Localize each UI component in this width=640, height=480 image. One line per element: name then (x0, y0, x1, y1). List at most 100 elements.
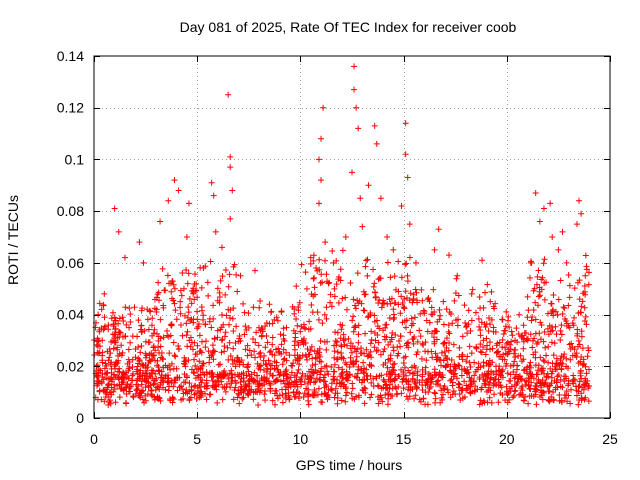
data-point (533, 401, 540, 408)
data-point (380, 348, 387, 355)
data-point (151, 396, 158, 403)
data-point (331, 376, 338, 383)
data-point (361, 384, 368, 391)
x-tick-label: 5 (193, 431, 201, 447)
data-point (226, 370, 233, 377)
data-point (276, 372, 283, 379)
data-point (314, 267, 321, 274)
data-point (267, 370, 274, 377)
data-point (499, 316, 506, 323)
data-point (282, 368, 289, 375)
data-point (482, 289, 489, 296)
data-point (174, 387, 181, 394)
data-point (544, 310, 551, 317)
data-point (388, 295, 395, 302)
data-point (318, 177, 325, 184)
data-point (298, 337, 305, 344)
data-point (114, 344, 121, 351)
data-point (194, 342, 201, 349)
data-point (585, 281, 592, 288)
data-point (292, 334, 299, 341)
data-point (429, 374, 436, 381)
data-point (539, 388, 546, 395)
data-point (540, 205, 547, 212)
data-point (283, 349, 290, 356)
data-point (494, 349, 501, 356)
data-point (390, 361, 397, 368)
data-point (265, 357, 272, 364)
data-point (252, 339, 259, 346)
data-point (99, 352, 106, 359)
data-point (361, 350, 368, 357)
data-point (560, 304, 567, 311)
data-point (432, 372, 439, 379)
data-point (105, 322, 112, 329)
data-point (328, 364, 335, 371)
data-point (304, 356, 311, 363)
data-point (573, 392, 580, 399)
data-point (187, 318, 194, 325)
data-point (548, 380, 555, 387)
data-point (471, 372, 478, 379)
data-point (506, 324, 513, 331)
data-point (586, 366, 593, 373)
data-point (499, 374, 506, 381)
data-point (432, 350, 439, 357)
data-point (146, 307, 153, 314)
data-point (395, 258, 402, 265)
data-point (308, 343, 315, 350)
data-point (196, 358, 203, 365)
data-point (411, 370, 418, 377)
data-point (548, 339, 555, 346)
data-point (330, 259, 337, 266)
data-point (192, 351, 199, 358)
data-point (477, 397, 484, 404)
data-point (171, 379, 178, 386)
data-point (556, 362, 563, 369)
data-point (144, 316, 151, 323)
data-point (319, 320, 326, 327)
data-point (112, 317, 119, 324)
data-point (451, 361, 458, 368)
data-point (432, 395, 439, 402)
data-point (111, 381, 118, 388)
data-point (310, 275, 317, 282)
data-point (517, 352, 524, 359)
data-point (458, 366, 465, 373)
data-point (302, 372, 309, 379)
data-point (148, 391, 155, 398)
data-point (197, 347, 204, 354)
data-point (472, 368, 479, 375)
data-point (238, 389, 245, 396)
data-point (315, 156, 322, 163)
data-point (338, 326, 345, 333)
data-point (585, 398, 592, 405)
data-point (355, 339, 362, 346)
data-point (426, 319, 433, 326)
data-point (402, 353, 409, 360)
data-point (360, 359, 367, 366)
data-point (564, 398, 571, 405)
data-point (420, 307, 427, 314)
data-point (269, 334, 276, 341)
data-point (455, 316, 462, 323)
data-point (390, 246, 397, 253)
data-point (557, 376, 564, 383)
data-point (541, 389, 548, 396)
data-point (328, 386, 335, 393)
data-point (296, 299, 303, 306)
data-point (304, 346, 311, 353)
data-point (326, 279, 333, 286)
data-point (423, 357, 430, 364)
data-point (296, 354, 303, 361)
data-point (436, 306, 443, 313)
data-point (317, 377, 324, 384)
data-point (404, 272, 411, 279)
data-point (99, 359, 106, 366)
data-point (188, 387, 195, 394)
data-point (150, 343, 157, 350)
data-point (236, 358, 243, 365)
data-point (217, 361, 224, 368)
data-point (171, 300, 178, 307)
data-point (301, 378, 308, 385)
